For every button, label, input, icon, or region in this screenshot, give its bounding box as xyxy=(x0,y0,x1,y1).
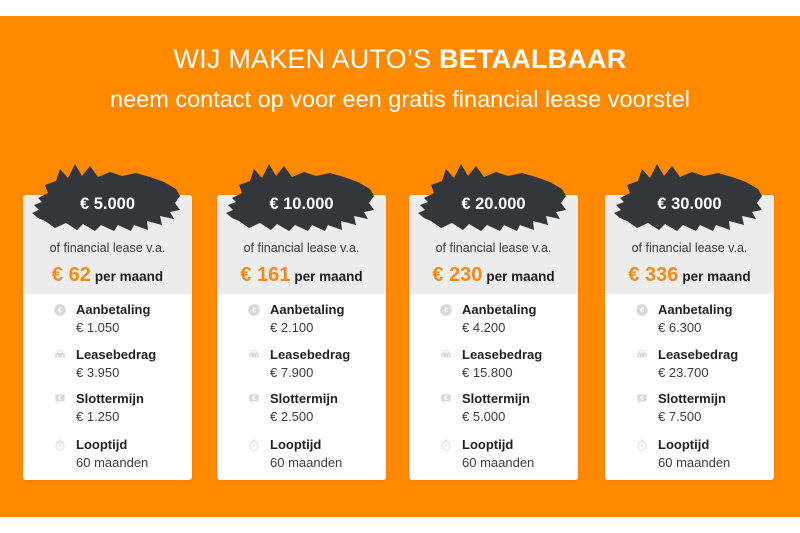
svg-text:€: € xyxy=(640,307,644,314)
svg-text:€: € xyxy=(444,395,448,402)
svg-text:€: € xyxy=(640,395,644,402)
svg-text:€: € xyxy=(444,307,448,314)
svg-text:€: € xyxy=(58,307,62,314)
svg-text:€: € xyxy=(252,395,256,402)
svg-text:€: € xyxy=(252,307,256,314)
svg-text:€: € xyxy=(58,395,62,402)
